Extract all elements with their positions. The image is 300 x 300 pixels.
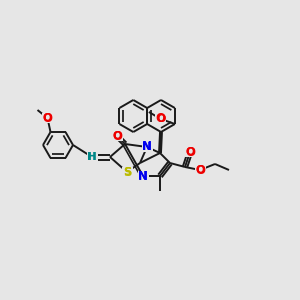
FancyBboxPatch shape bbox=[137, 171, 148, 181]
FancyBboxPatch shape bbox=[142, 142, 152, 152]
Text: H: H bbox=[87, 152, 97, 162]
FancyBboxPatch shape bbox=[112, 131, 122, 141]
FancyBboxPatch shape bbox=[86, 152, 98, 162]
Text: N: N bbox=[142, 140, 152, 154]
Text: H: H bbox=[88, 152, 96, 162]
FancyBboxPatch shape bbox=[184, 147, 196, 157]
FancyBboxPatch shape bbox=[184, 147, 196, 157]
Text: O: O bbox=[195, 164, 205, 176]
Text: S: S bbox=[123, 166, 131, 178]
FancyBboxPatch shape bbox=[155, 114, 167, 124]
Text: O: O bbox=[112, 131, 122, 141]
Text: O: O bbox=[112, 130, 122, 142]
FancyBboxPatch shape bbox=[194, 165, 206, 175]
Text: O: O bbox=[43, 112, 52, 124]
Text: N: N bbox=[142, 142, 152, 152]
Text: N: N bbox=[138, 169, 148, 182]
Text: O: O bbox=[185, 146, 195, 158]
FancyBboxPatch shape bbox=[42, 113, 53, 123]
Text: O: O bbox=[156, 114, 166, 124]
FancyBboxPatch shape bbox=[42, 113, 53, 123]
FancyBboxPatch shape bbox=[137, 171, 148, 181]
Text: O: O bbox=[195, 165, 205, 175]
FancyBboxPatch shape bbox=[86, 152, 98, 162]
Text: O: O bbox=[156, 112, 166, 125]
Text: S: S bbox=[123, 167, 131, 177]
FancyBboxPatch shape bbox=[142, 142, 152, 152]
FancyBboxPatch shape bbox=[194, 165, 206, 175]
FancyBboxPatch shape bbox=[122, 167, 133, 177]
FancyBboxPatch shape bbox=[112, 131, 122, 141]
FancyBboxPatch shape bbox=[155, 114, 167, 124]
Text: O: O bbox=[43, 113, 52, 123]
Text: O: O bbox=[185, 147, 195, 157]
FancyBboxPatch shape bbox=[122, 167, 133, 177]
Text: N: N bbox=[138, 171, 148, 181]
